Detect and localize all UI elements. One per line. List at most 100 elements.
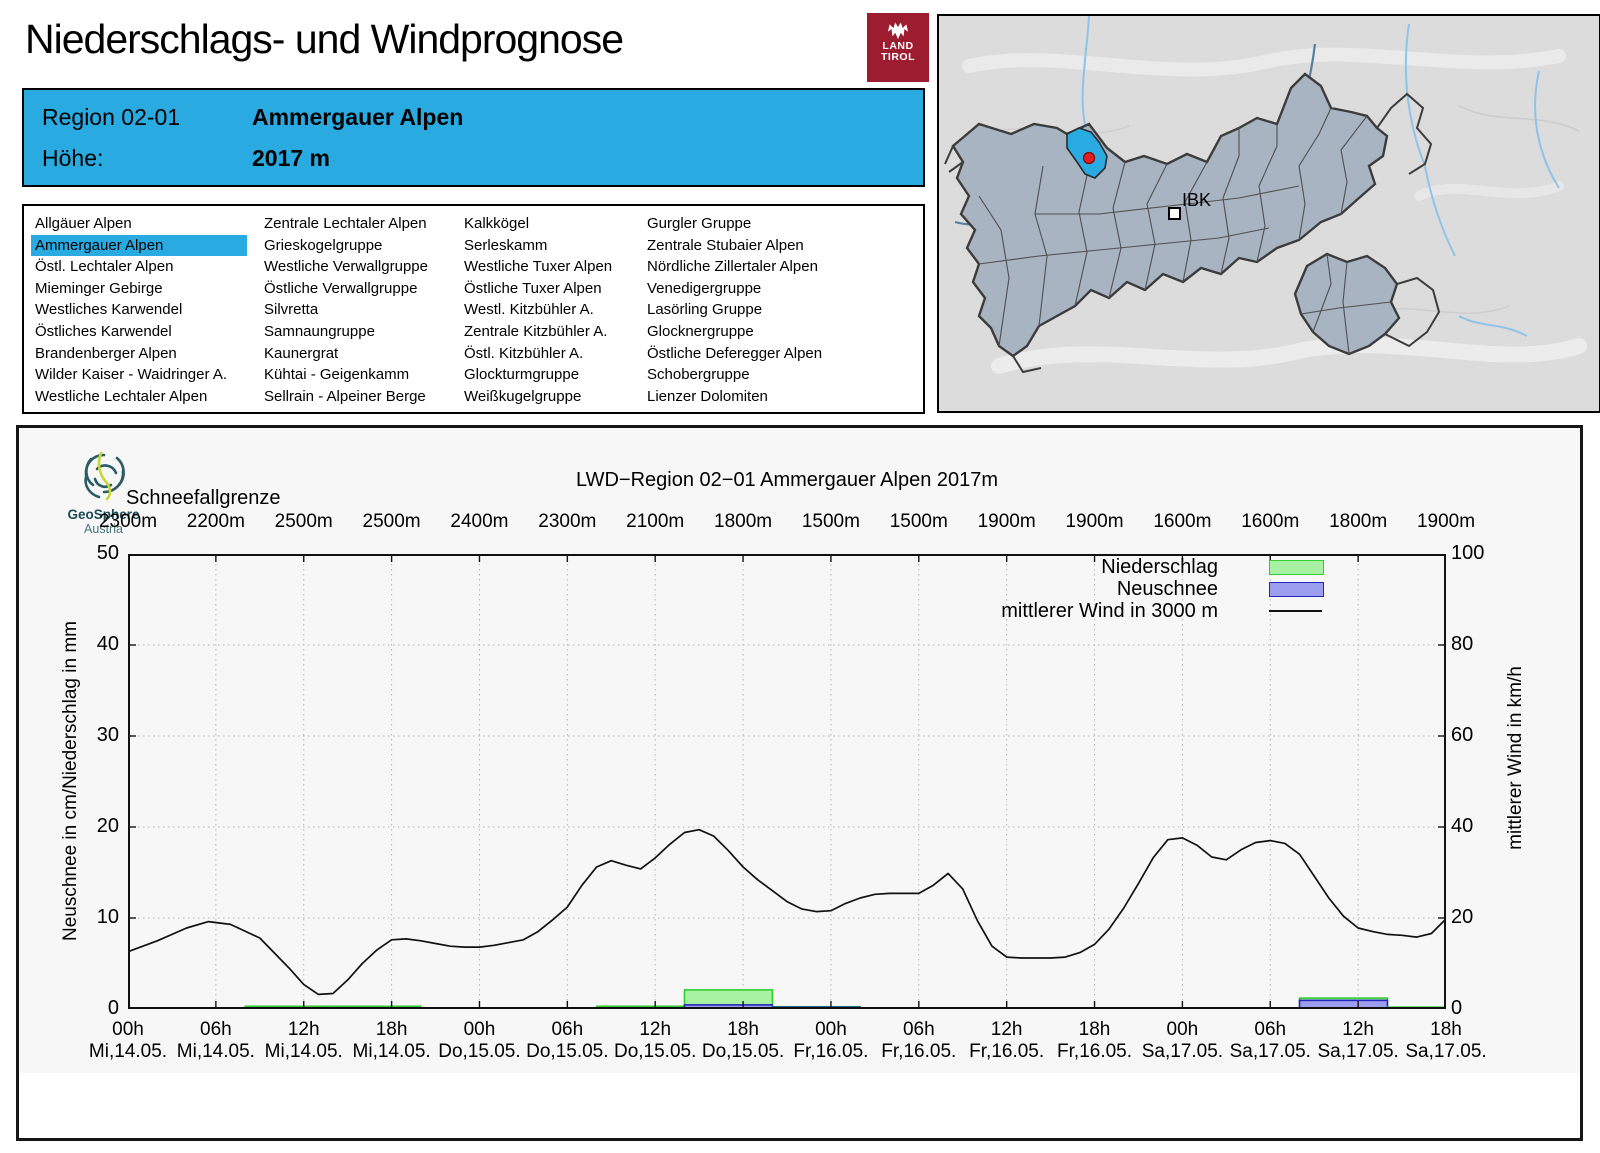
x-tick-time: 18h — [375, 1019, 408, 1040]
snowline-value: 1600m — [1241, 511, 1300, 532]
region-list-item[interactable]: Sellrain - Alpeiner Berge — [264, 387, 426, 405]
innsbruck-marker — [1168, 207, 1181, 220]
region-list-column-2: Zentrale Lechtaler Alpen Grieskogelgruppe… — [260, 213, 432, 407]
y-left-tick: 30 — [96, 724, 119, 746]
tirol-overview-map[interactable]: IBK — [937, 14, 1600, 413]
region-list-item[interactable]: Allgäuer Alpen — [35, 215, 132, 232]
region-name-value: Ammergauer Alpen — [252, 104, 464, 130]
region-list-item[interactable]: Glocknergruppe — [647, 322, 754, 340]
snowline-value: 1500m — [801, 511, 860, 532]
map-svg: IBK — [939, 15, 1595, 407]
region-list-item[interactable]: Silvretta — [264, 301, 319, 319]
land-tirol-logo: LAND TIROL — [867, 13, 929, 82]
x-tick-time: 00h — [1166, 1019, 1199, 1040]
snowline-value: 1900m — [1065, 511, 1124, 532]
region-list-item[interactable]: Ammergauer Alpen — [31, 234, 247, 257]
x-tick-time: 18h — [1430, 1019, 1462, 1040]
chart-title: LWD−Region 02−01 Ammergauer Alpen 2017m — [575, 469, 999, 491]
region-list-item[interactable]: Östl. Kitzbühler A. — [464, 344, 584, 362]
y-right-tick: 20 — [1451, 906, 1474, 928]
x-tick-time: 12h — [639, 1019, 672, 1040]
x-tick-time: 12h — [287, 1019, 320, 1040]
y-left-tick: 50 — [96, 542, 119, 564]
snowline-value: 1500m — [889, 511, 948, 532]
region-list-item[interactable]: Mieminger Gebirge — [35, 279, 163, 297]
snowline-value: 1600m — [1153, 511, 1212, 532]
x-tick-date: Do,15.05. — [613, 1041, 697, 1062]
land-tirol-logo-line1: LAND — [882, 40, 914, 52]
region-list-item[interactable]: Östliche Tuxer Alpen — [464, 279, 602, 297]
region-list-item[interactable]: Westliche Lechtaler Alpen — [35, 387, 208, 405]
region-list-item[interactable]: Lienzer Dolomiten — [647, 387, 768, 405]
x-tick-time: 12h — [1342, 1019, 1374, 1040]
region-list-item[interactable]: Östliche Deferegger Alpen — [647, 344, 823, 362]
region-list-item[interactable]: Kaunergrat — [264, 344, 339, 362]
region-list-item[interactable]: Westl. Kitzbühler A. — [464, 301, 594, 319]
region-list-item[interactable]: Kalkkögel — [464, 215, 530, 232]
x-tick-time: 06h — [551, 1019, 584, 1040]
region-list-item[interactable]: Westliche Verwallgruppe — [264, 258, 428, 276]
x-tick-date: Sa,17.05. — [1317, 1041, 1399, 1062]
region-boundaries — [978, 107, 1392, 355]
neuschnee-bar — [1298, 999, 1389, 1009]
region-list-item[interactable]: Venedigergruppe — [647, 279, 762, 297]
elevation-value: 2017 m — [252, 145, 331, 171]
snowline-value: 1900m — [977, 511, 1036, 532]
snowline-value: 2300m — [538, 511, 597, 532]
innsbruck-label: IBK — [1182, 190, 1211, 210]
x-tick-date: Mi,14.05. — [264, 1041, 343, 1062]
region-list-column-3: Kalkkögel Serleskamm Westliche Tuxer Alpen… — [460, 213, 616, 407]
region-list-item[interactable]: Östl. Lechtaler Alpen — [35, 258, 174, 276]
y-right-tick: 0 — [1451, 997, 1463, 1019]
x-tick-date: Sa,17.05. — [1229, 1041, 1311, 1062]
region-list-item[interactable]: Östliche Verwallgruppe — [264, 279, 418, 297]
y-left-tick: 0 — [107, 997, 119, 1019]
region-list-item[interactable]: Gurgler Gruppe — [647, 215, 752, 232]
region-list-item[interactable]: Zentrale Lechtaler Alpen — [264, 215, 427, 232]
x-tick-date: Mi,14.05. — [176, 1041, 255, 1062]
region-list-item[interactable]: Lasörling Gruppe — [647, 301, 763, 319]
x-tick-date: Fr,16.05. — [793, 1041, 869, 1062]
legend-label: Niederschlag — [1101, 556, 1218, 578]
region-list-item[interactable]: Westliches Karwendel — [35, 301, 183, 319]
y-right-tick: 100 — [1451, 542, 1485, 564]
y-left-tick: 10 — [96, 906, 119, 928]
x-tick-time: 06h — [1254, 1019, 1287, 1040]
region-list-item[interactable]: Schobergruppe — [647, 366, 750, 384]
geosphere-swirl-icon — [83, 451, 125, 501]
region-list-item[interactable]: Grieskogelgruppe — [264, 236, 383, 254]
region-list-item[interactable]: Samnaungruppe — [264, 322, 375, 340]
state-border — [944, 92, 1441, 374]
snowline-value: 1900m — [1416, 511, 1476, 532]
y-right-tick: 80 — [1451, 633, 1474, 655]
snowline-value: 2200m — [186, 511, 245, 532]
region-number-label: Region 02-01 — [42, 104, 181, 130]
region-list-item[interactable]: Zentrale Kitzbühler A. — [464, 322, 608, 340]
x-tick-time: 12h — [990, 1019, 1023, 1040]
x-tick-date: Fr,16.05. — [969, 1041, 1045, 1062]
snowline-value: 1800m — [1329, 511, 1388, 532]
geosphere-logo: GeoSphere Austria — [56, 449, 151, 536]
region-list-item[interactable]: Kühtai - Geigenkamm — [264, 366, 410, 384]
region-list-item[interactable]: Wilder Kaiser - Waidringer A. — [35, 366, 227, 384]
x-tick-time: 06h — [200, 1019, 232, 1040]
legend-row: mittlerer Wind in 3000 m — [19, 600, 1429, 622]
region-list-item[interactable]: Weißkugelgruppe — [464, 387, 582, 405]
region-list-item[interactable]: Brandenberger Alpen — [35, 344, 177, 362]
x-tick-date: Fr,16.05. — [1057, 1041, 1133, 1062]
region-list-item[interactable]: Glockturmgruppe — [464, 366, 580, 384]
region-list-item[interactable]: Serleskamm — [464, 236, 548, 254]
plot-area — [128, 554, 1446, 1009]
selected-region-marker — [1082, 151, 1096, 165]
region-list-item[interactable]: Östliches Karwendel — [35, 322, 172, 340]
wind-line — [128, 828, 1446, 996]
y-left-tick: 40 — [96, 633, 119, 655]
x-tick-time: 00h — [815, 1019, 847, 1040]
y-right-tick: 40 — [1451, 815, 1474, 837]
region-list-item[interactable]: Nördliche Zillertaler Alpen — [647, 258, 818, 276]
region-list-item[interactable]: Westliche Tuxer Alpen — [464, 258, 613, 276]
x-tick-time: 18h — [727, 1019, 759, 1040]
region-list-item[interactable]: Zentrale Stubaier Alpen — [647, 236, 804, 254]
geosphere-logo-name: GeoSphere — [67, 507, 140, 522]
